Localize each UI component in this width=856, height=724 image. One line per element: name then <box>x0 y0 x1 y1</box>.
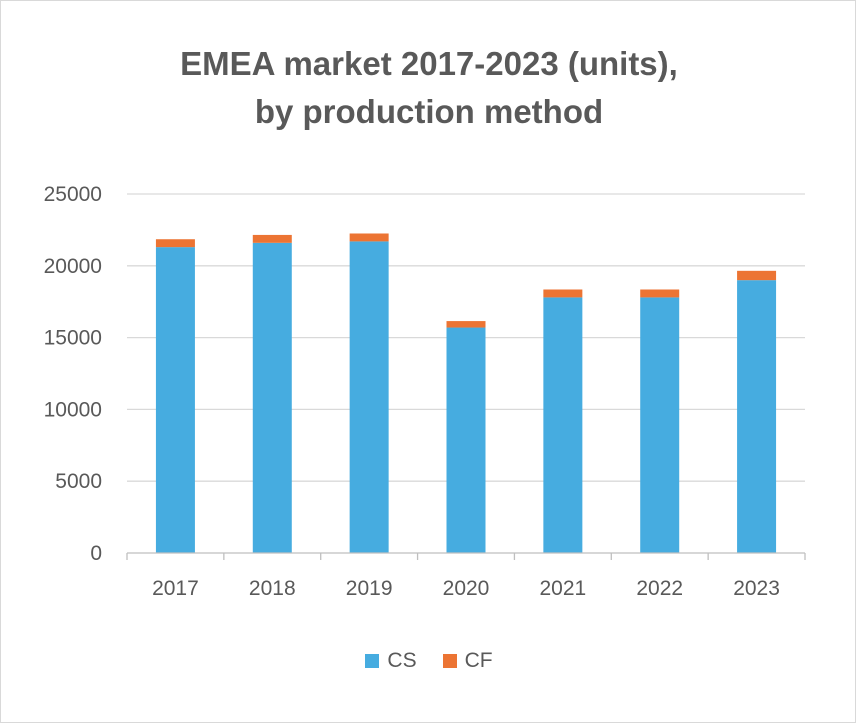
legend-swatch-cf <box>442 654 457 668</box>
bar-cs-2019 <box>349 241 389 553</box>
y-tick-label: 0 <box>90 542 102 565</box>
legend-item-cf: CF <box>442 649 493 673</box>
bar-cf-2017 <box>155 239 195 248</box>
x-tick-label: 2023 <box>733 577 780 600</box>
legend-swatch-cs <box>365 654 380 668</box>
y-tick-label: 15000 <box>44 327 102 350</box>
bar-cs-2021 <box>543 297 583 553</box>
bar-cs-2023 <box>737 280 777 553</box>
bar-cs-2018 <box>252 242 292 553</box>
x-tick-label: 2020 <box>443 577 490 600</box>
legend: CS CF <box>1 649 856 673</box>
y-tick-label: 10000 <box>44 398 102 421</box>
bar-cf-2019 <box>349 233 389 242</box>
bars <box>155 233 777 553</box>
bar-cf-2022 <box>640 289 680 298</box>
bar-cf-2021 <box>543 289 583 298</box>
bar-cf-2020 <box>446 321 486 328</box>
x-tick-label: 2017 <box>152 577 199 600</box>
legend-label-cs: CS <box>387 649 417 672</box>
bar-cf-2018 <box>252 234 292 243</box>
y-tick-label: 25000 <box>44 183 102 206</box>
y-tick-label: 5000 <box>55 470 102 493</box>
chart-title-line-1: EMEA market 2017-2023 (units), <box>180 45 678 82</box>
x-tick-label: 2021 <box>539 577 586 600</box>
axes: 0 5000 10000 15000 20000 25000 2017 2018 2019 202… <box>44 183 806 600</box>
x-tick-label: 2022 <box>636 577 683 600</box>
legend-item-cs: CS <box>365 649 417 673</box>
y-tick-label: 20000 <box>44 255 102 278</box>
bar-cs-2020 <box>446 327 486 553</box>
chart-title-line-2: by production method <box>254 93 604 130</box>
bar-cs-2022 <box>640 297 680 553</box>
x-tick-label: 2019 <box>346 577 393 600</box>
x-tick-label: 2018 <box>249 577 296 600</box>
bar-cs-2017 <box>155 247 195 553</box>
bar-cf-2023 <box>737 270 777 281</box>
legend-label-cf: CF <box>464 649 493 672</box>
